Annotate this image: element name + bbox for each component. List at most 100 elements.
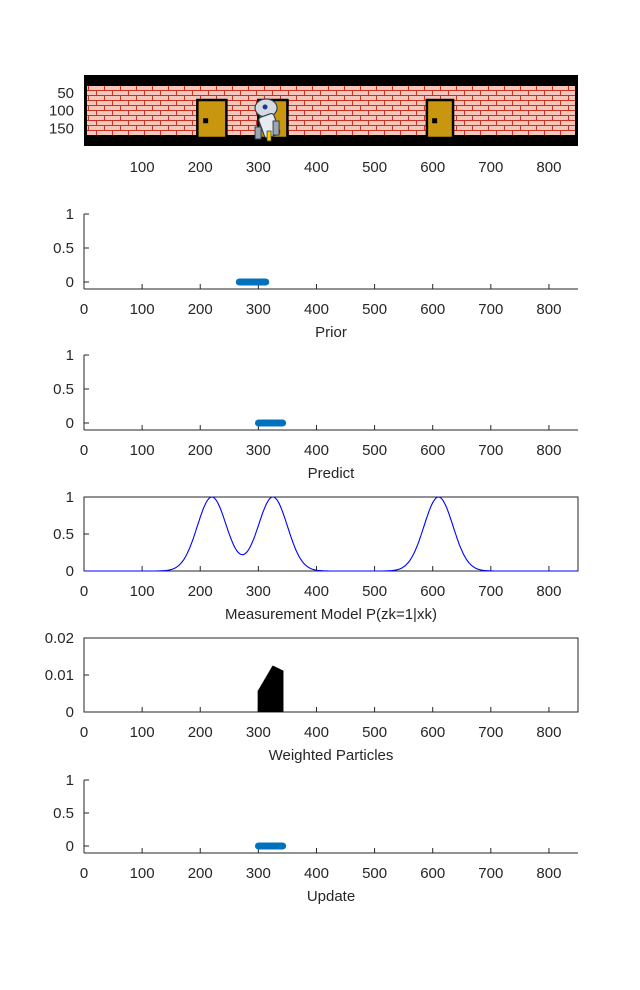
- predict-ytick-label-1: 1: [66, 347, 74, 364]
- scene-xtick-label-200: 200: [188, 159, 213, 176]
- measurement-xtick-label-400: 400: [304, 583, 329, 600]
- predict-xlabel: Predict: [308, 465, 356, 482]
- predict-xtick-label-300: 300: [246, 442, 271, 459]
- weights-xlabel: Weighted Particles: [269, 747, 394, 764]
- prior-xtick-label-300: 300: [246, 301, 271, 318]
- measurement-axes-box: [83, 496, 579, 572]
- robot-arm: [272, 120, 280, 136]
- update-xtick-label-300: 300: [246, 865, 271, 882]
- update-ytick-label-0.5: 0.5: [53, 805, 74, 822]
- measurement-xtick-label-0: 0: [80, 583, 88, 600]
- scene-xtick-label-800: 800: [536, 159, 561, 176]
- measurement-series-line: [84, 496, 578, 572]
- update-ytick-label-0: 0: [66, 838, 74, 855]
- predict-ytick-label-0: 0: [66, 415, 74, 432]
- measurement-xtick-label-100: 100: [130, 583, 155, 600]
- door-icon: [196, 98, 228, 140]
- predict-xtick-label-800: 800: [536, 442, 561, 459]
- update-xtick-label-600: 600: [420, 865, 445, 882]
- weights-xtick-label-100: 100: [130, 724, 155, 741]
- robot-leg: [254, 126, 262, 140]
- prior-ytick-label-0: 0: [66, 274, 74, 291]
- prior-xtick-label-400: 400: [304, 301, 329, 318]
- measurement-panel: 0 0.5 1 0 100 200 300 400 500 600 700 800 Measuremen…: [53, 489, 579, 623]
- update-xtick-label-400: 400: [304, 865, 329, 882]
- update-panel: 0 0.5 1 0 100 200 300 400 500 600 700 800 Update: [53, 772, 578, 905]
- measurement-ytick-label-0.5: 0.5: [53, 526, 74, 543]
- weights-xtick-label-700: 700: [478, 724, 503, 741]
- measurement-xtick-label-200: 200: [188, 583, 213, 600]
- scene-ytick-label-50: 50: [57, 85, 74, 102]
- measurement-ytick-label-0: 0: [66, 563, 74, 580]
- prior-xtick-label-200: 200: [188, 301, 213, 318]
- predict-xtick-label-200: 200: [188, 442, 213, 459]
- prior-xtick-label-800: 800: [536, 301, 561, 318]
- update-xtick-label-800: 800: [536, 865, 561, 882]
- scene-ytick-label-150: 150: [49, 120, 74, 137]
- scene-xtick-label-700: 700: [478, 159, 503, 176]
- predict-xtick-label-400: 400: [304, 442, 329, 459]
- measurement-xtick-label-800: 800: [536, 583, 561, 600]
- scene-xtick-label-400: 400: [304, 159, 329, 176]
- prior-xtick-label-500: 500: [362, 301, 387, 318]
- predict-panel: 0 0.5 1 0 100 200 300 400 500 600 700 800 Predict: [53, 347, 578, 482]
- scene-xtick-label-300: 300: [246, 159, 271, 176]
- update-xtick-label-0: 0: [80, 865, 88, 882]
- update-ytick-label-1: 1: [66, 772, 74, 789]
- measurement-xtick-label-500: 500: [362, 583, 387, 600]
- scene-xtick-label-600: 600: [420, 159, 445, 176]
- prior-ytick-label-1: 1: [66, 206, 74, 223]
- measurement-xtick-label-600: 600: [420, 583, 445, 600]
- robot-light: [266, 130, 272, 142]
- weights-ytick-label-0.01: 0.01: [45, 667, 74, 684]
- prior-xtick-label-0: 0: [80, 301, 88, 318]
- measurement-xlabel: Measurement Model P(zk=1|xk): [225, 606, 437, 623]
- weights-xtick-label-300: 300: [246, 724, 271, 741]
- robot-eye: [262, 104, 268, 110]
- door-knob-icon: [432, 118, 438, 124]
- prior-ytick-label-0.5: 0.5: [53, 240, 74, 257]
- weights-xtick-label-200: 200: [188, 724, 213, 741]
- prior-xtick-label-700: 700: [478, 301, 503, 318]
- weights-axes-box: [83, 637, 579, 713]
- predict-particle-point: [279, 419, 287, 427]
- prior-particle-point: [262, 278, 270, 286]
- weights-ytick-label-0.02: 0.02: [45, 630, 74, 647]
- weights-ytick-label-0: 0: [66, 704, 74, 721]
- predict-xtick-label-500: 500: [362, 442, 387, 459]
- scene-xtick-label-100: 100: [130, 159, 155, 176]
- predict-xtick-label-100: 100: [130, 442, 155, 459]
- weights-panel: 0 0.01 0.02 0 100 200 300 400 500 600 700 800 Weight…: [45, 630, 579, 764]
- update-xtick-label-100: 100: [130, 865, 155, 882]
- predict-ytick-label-0.5: 0.5: [53, 381, 74, 398]
- predict-xtick-label-600: 600: [420, 442, 445, 459]
- scene-ytick-label-100: 100: [49, 103, 74, 120]
- weights-xtick-label-0: 0: [80, 724, 88, 741]
- scene-xtick-label-500: 500: [362, 159, 387, 176]
- weights-xtick-label-500: 500: [362, 724, 387, 741]
- door-icon: [425, 98, 455, 140]
- weights-xtick-label-800: 800: [536, 724, 561, 741]
- prior-panel: 0 0.5 1 0 100 200 300 400 500 600 700 800 Prior: [53, 206, 578, 341]
- prior-xtick-label-600: 600: [420, 301, 445, 318]
- door-knob-icon: [203, 118, 209, 124]
- update-xlabel: Update: [307, 888, 355, 905]
- prior-xtick-label-100: 100: [130, 301, 155, 318]
- update-xtick-label-500: 500: [362, 865, 387, 882]
- update-xtick-label-700: 700: [478, 865, 503, 882]
- predict-xtick-label-0: 0: [80, 442, 88, 459]
- weights-xtick-label-400: 400: [304, 724, 329, 741]
- update-particle-point: [279, 842, 287, 850]
- predict-xtick-label-700: 700: [478, 442, 503, 459]
- weights-xtick-label-600: 600: [420, 724, 445, 741]
- measurement-xtick-label-700: 700: [478, 583, 503, 600]
- prior-xlabel: Prior: [315, 324, 347, 341]
- update-xtick-label-200: 200: [188, 865, 213, 882]
- brick-wall-icon: [87, 86, 575, 135]
- robot-icon: [254, 98, 281, 142]
- measurement-ytick-label-1: 1: [66, 489, 74, 506]
- measurement-xtick-label-300: 300: [246, 583, 271, 600]
